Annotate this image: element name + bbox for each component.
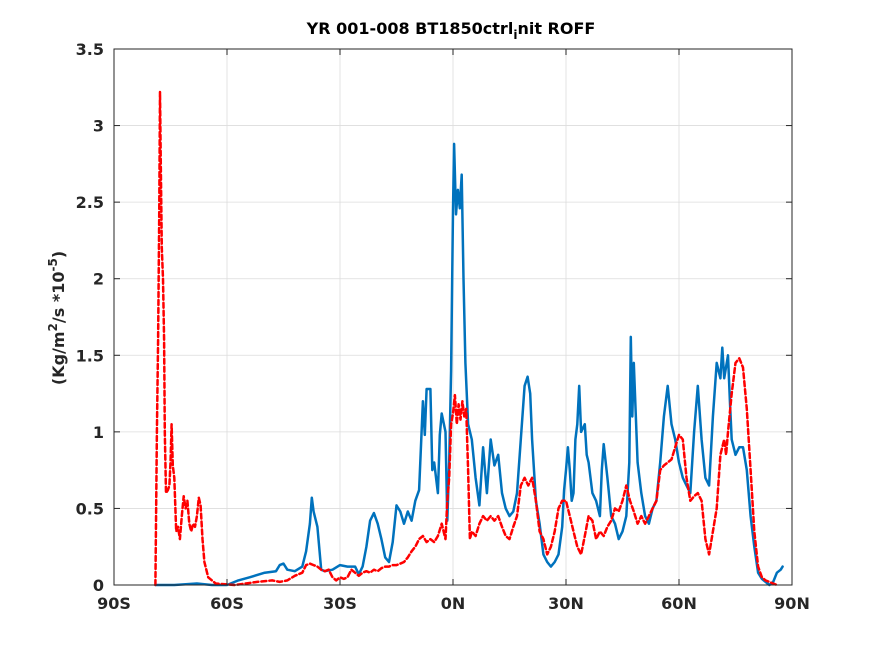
x-tick-label: 90N — [774, 594, 810, 613]
y-tick-label: 0 — [93, 576, 104, 595]
y-tick-label: 2 — [93, 270, 104, 289]
y-tick-label: 3.5 — [76, 40, 104, 59]
y-axis-label: (Kg/m2/s *10-5) — [46, 251, 68, 385]
series-line-1 — [154, 142, 784, 587]
x-tick-label: 30N — [548, 594, 584, 613]
y-tick-label: 3 — [93, 117, 104, 136]
y-tick-label: 2.5 — [76, 193, 104, 212]
x-tick-label: 60S — [210, 594, 244, 613]
y-tick-label: 1 — [93, 423, 104, 442]
x-tick-label: 30S — [323, 594, 357, 613]
y-tick-label: 0.5 — [76, 499, 104, 518]
y-tick-label: 1.5 — [76, 346, 104, 365]
series-lines — [154, 90, 784, 587]
x-tick-label: 0N — [441, 594, 466, 613]
x-tick-label: 60N — [661, 594, 697, 613]
x-tick-label: 90S — [97, 594, 131, 613]
chart-title: YR 001-008 BT1850ctrlinit ROFF — [306, 19, 596, 42]
axis-ticks: 90S 60S 30S 0N 30N 60N 90N 0 0.5 1 1.5 2 2.5 3 3.5 — [76, 40, 810, 613]
series-line-2 — [154, 90, 779, 587]
